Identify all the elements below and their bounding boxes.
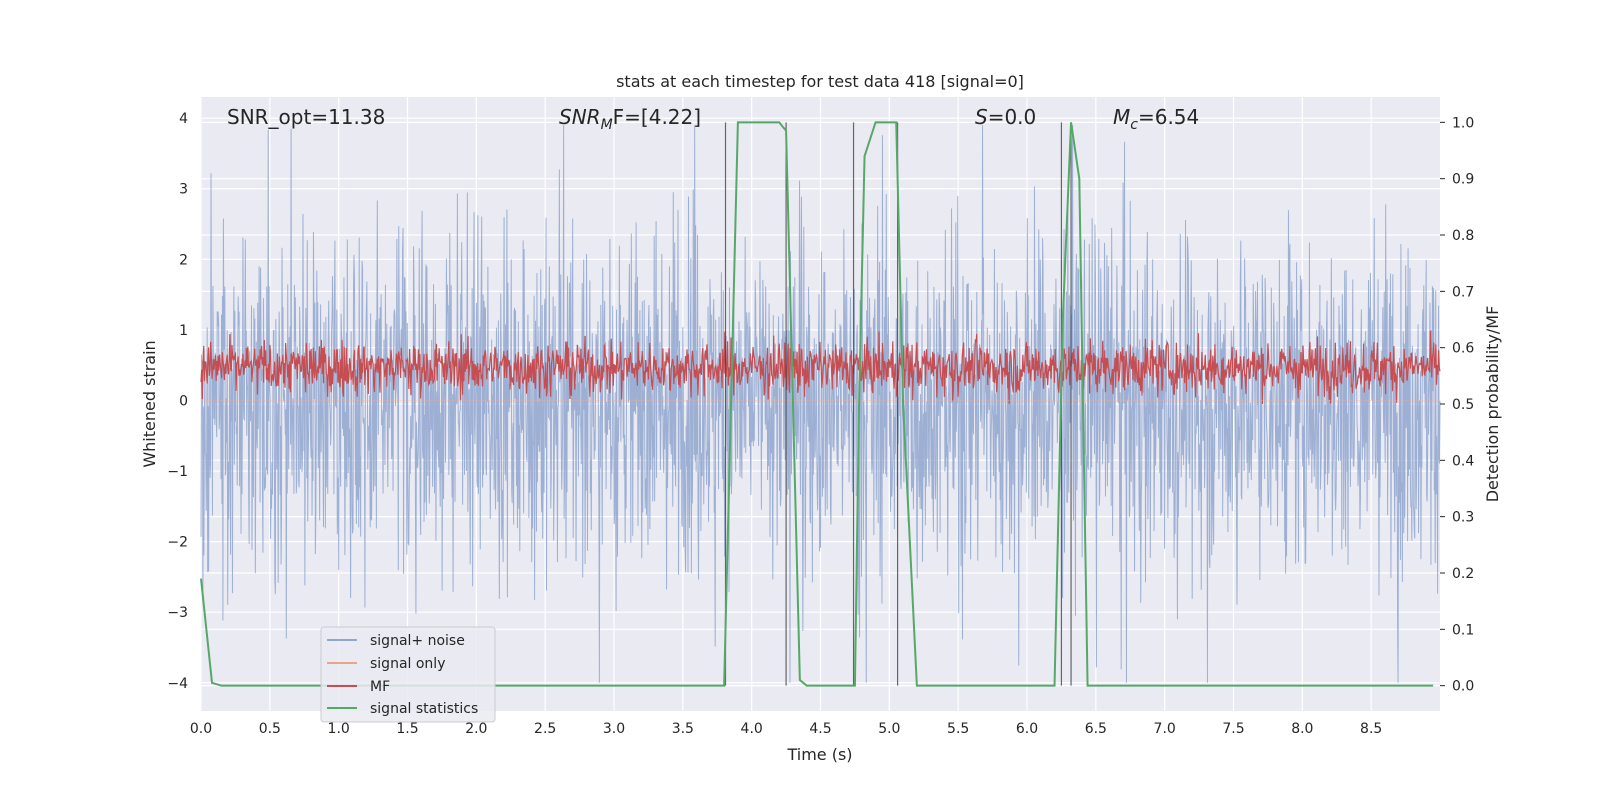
legend-label-mf: MF (370, 679, 390, 695)
x-tick-label: 3.0 (603, 721, 625, 737)
x-tick-label: 7.5 (1222, 721, 1244, 737)
x-tick-label: 1.0 (328, 721, 350, 737)
annotation-snr-mf-sub: M (601, 117, 613, 133)
x-tick-label: 8.5 (1360, 721, 1382, 737)
y2-tick-label: 0.8 (1452, 228, 1474, 244)
y2-tick-label: 0.3 (1452, 510, 1474, 526)
y-tick-label: 1 (179, 323, 188, 339)
legend-box (320, 626, 496, 723)
y-axis-label: Whitened strain (140, 340, 159, 467)
x-tick-label: 0.5 (259, 721, 281, 737)
y-tick-label: −2 (167, 535, 188, 551)
y-tick-labels: 4 3 2 1 0 −1 −2 −3 −4 (167, 111, 188, 692)
y2-tick-label: 0.2 (1452, 566, 1474, 582)
y-tick-label: 0 (179, 393, 188, 409)
x-tick-label: 1.5 (396, 721, 418, 737)
legend-label-signal-noise: signal+ noise (370, 633, 465, 649)
y-tick-label: −1 (167, 464, 188, 480)
grid (200, 97, 1440, 711)
x-tick-label: 6.0 (1016, 721, 1038, 737)
y-tick-label: 2 (179, 252, 188, 268)
y-tick-label: −4 (167, 676, 188, 692)
y2-tick-label: 0.0 (1452, 679, 1474, 695)
annotation-mc-symbol: M (1113, 105, 1130, 129)
x-tick-label: 7.0 (1154, 721, 1176, 737)
y2-tick-label: 0.7 (1452, 284, 1474, 300)
y2-tick-label: 0.4 (1452, 453, 1474, 469)
x-tick-label: 4.0 (741, 721, 763, 737)
y-tick-label: −3 (167, 605, 188, 621)
x-tick-label: 5.5 (947, 721, 969, 737)
annotation-s: S=0.0 (975, 105, 1036, 129)
y2-tick-label: 0.6 (1452, 341, 1474, 357)
y2-tick-label: 1.0 (1452, 115, 1474, 131)
annotation-snr-mf: SNRMF=[4.22] (559, 105, 701, 133)
annotation-s-value: =0.0 (988, 105, 1037, 129)
legend: signal+ noise signal only MF signal stat… (320, 626, 496, 723)
y2-tick-label: 0.5 (1452, 397, 1474, 413)
signal-statistics-line (200, 121, 1434, 687)
x-tick-labels: 0.0 0.5 1.0 1.5 2.0 2.5 3.0 3.5 4.0 4.5 5.0 5.5 6.0 6… (190, 721, 1382, 737)
y-tick-label: 3 (179, 182, 188, 198)
annotation-mc: Mc=6.54 (1113, 105, 1199, 133)
x-tick-label: 4.5 (809, 721, 831, 737)
x-tick-label: 8.0 (1291, 721, 1313, 737)
x-tick-label: 5.0 (878, 721, 900, 737)
annotation-s-symbol: S (975, 105, 988, 129)
series-signal-noise (200, 125, 1441, 683)
y2-tick-labels: 1.0 0.9 0.8 0.7 0.6 0.5 0.4 0.3 0.2 0.1 0.0 (1440, 115, 1474, 695)
signal-noise-line (200, 125, 1441, 683)
x-tick-label: 0.0 (190, 721, 212, 737)
y-tick-label: 4 (179, 111, 188, 127)
annotation-snr-mf-symbol: SNR (559, 105, 601, 129)
x-tick-label: 2.0 (465, 721, 487, 737)
mf-line (200, 330, 1441, 405)
x-tick-label: 2.5 (534, 721, 556, 737)
annotation-snr-mf-value: F=[4.22] (613, 105, 701, 129)
annotation-mc-sub: c (1130, 117, 1138, 133)
x-tick-label: 6.5 (1085, 721, 1107, 737)
annotation-mc-value: =6.54 (1138, 105, 1199, 129)
legend-label-signal-statistics: signal statistics (370, 701, 478, 717)
y2-tick-label: 0.1 (1452, 622, 1474, 638)
x-axis-label: Time (s) (786, 745, 852, 764)
series-mf (200, 330, 1441, 405)
legend-label-signal-only: signal only (370, 656, 445, 672)
x-tick-label: 3.5 (672, 721, 694, 737)
y2-axis-label: Detection probability/MF (1483, 306, 1502, 503)
y2-tick-label: 0.9 (1452, 172, 1474, 188)
chart-title: stats at each timestep for test data 418… (616, 72, 1024, 91)
series-signal-statistics (200, 121, 1434, 687)
annotation-snr-opt: SNR_opt=11.38 (227, 105, 385, 129)
